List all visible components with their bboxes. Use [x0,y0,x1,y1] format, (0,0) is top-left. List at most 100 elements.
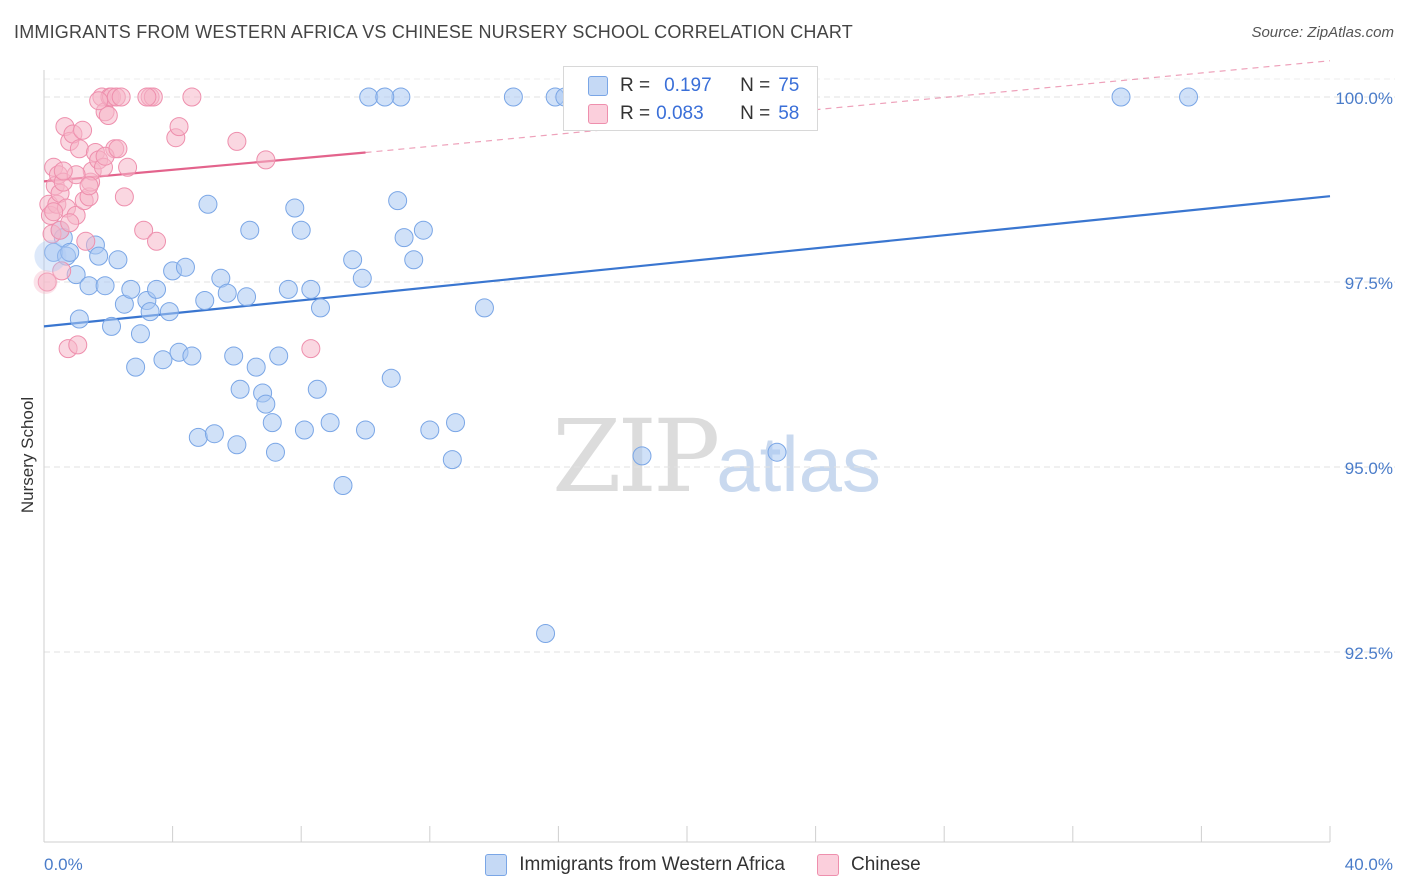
data-point [130,324,150,344]
data-point [153,350,173,370]
data-point [73,120,93,140]
y-tick-label: 97.5% [1345,274,1393,293]
data-point [69,139,89,159]
data-point [265,442,285,462]
data-point [53,161,73,181]
series-1-points [37,87,321,359]
data-point [291,220,311,240]
data-point [89,246,109,266]
data-point [52,261,72,281]
data-point [204,424,224,444]
series-name-chinese: Chinese [851,854,921,875]
data-point [140,302,160,322]
data-point [188,427,208,447]
data-point [60,242,80,262]
series-legend-chinese[interactable]: Chinese [817,854,921,876]
data-point [98,106,118,125]
data-point [320,413,340,433]
legend-swatch-western-africa [588,76,608,96]
watermark: ZIPatlas [552,398,881,515]
legend-n-label: N = [740,103,771,124]
data-point [121,279,141,299]
chart-title: IMMIGRANTS FROM WESTERN AFRICA VS CHINES… [14,22,853,42]
legend-n-value: 75 [778,75,800,96]
watermark-atlas: atlas [716,420,882,508]
data-point [195,291,215,310]
data-point [126,357,146,377]
tick-labels: 92.5% 95.0% 97.5% 100.0% 0.0% 40.0% Nursery Sc… [18,89,1393,874]
data-point [182,346,202,366]
data-point [175,257,195,277]
data-point [269,346,289,366]
legend-r-value: 0.197 [664,75,712,96]
data-point [343,250,363,270]
data-point [217,283,237,303]
data-point [69,309,89,329]
data-point [60,213,80,233]
data-point [310,298,330,318]
grid-lines [44,78,1395,653]
data-point [333,476,353,495]
data-point [391,87,411,107]
data-point [237,287,257,307]
trend-line-western-africa [43,195,1331,328]
data-point [388,191,408,211]
legend-row-western-africa: R = 0.197 N = 75 [564,72,799,100]
series-legend: Immigrants from Western Africa Chinese [0,851,1406,879]
data-point [118,157,138,177]
legend-r-label: R = [620,103,651,124]
data-point [198,194,218,214]
data-point [33,270,58,294]
data-point [246,357,266,377]
y-axis-label: Nursery School [18,397,37,513]
series-legend-western-africa[interactable]: Immigrants from Western Africa [485,854,785,876]
data-point [37,272,57,292]
y-tick-label: 95.0% [1345,459,1393,478]
data-point [111,87,131,107]
data-point [536,624,556,643]
data-point [356,420,375,440]
data-point [352,268,372,288]
data-point [230,379,250,399]
data-point [68,335,88,355]
data-point [79,276,99,296]
series-name-western-africa: Immigrants from Western Africa [519,854,785,875]
data-point [76,231,96,251]
data-point [394,228,414,248]
data-point [413,220,433,240]
data-point [294,420,314,440]
data-point [503,87,523,107]
x-tick-label: 0.0% [44,855,83,874]
legend-r-label: R = [620,75,651,96]
data-point [1111,87,1131,107]
source-label: Source: ZipAtlas.com [1251,24,1394,41]
data-point [108,250,128,270]
data-point [147,231,167,251]
data-point [301,339,321,359]
data-point [262,413,282,433]
data-point [301,279,321,299]
legend-r-value: 0.083 [656,103,704,124]
legend-n-value: 58 [778,103,800,124]
data-point [224,346,244,366]
legend-swatch-chinese [588,104,608,124]
data-point [278,279,298,299]
series-0-points [44,87,1199,643]
data-point [34,240,67,273]
data-point [420,420,440,440]
legend-row-chinese: R = 0.083 N = 58 [564,100,799,128]
data-point [169,117,189,137]
data-point [95,276,115,296]
data-point [632,446,652,466]
data-point [474,298,494,318]
legend-n-label: N = [740,75,771,96]
data-point [137,87,157,107]
data-point [256,394,276,414]
data-point [134,220,154,240]
data-point [1179,87,1199,107]
y-tick-label: 100.0% [1335,89,1393,108]
data-point [89,91,109,111]
data-points [33,87,1199,643]
data-point [307,379,327,399]
